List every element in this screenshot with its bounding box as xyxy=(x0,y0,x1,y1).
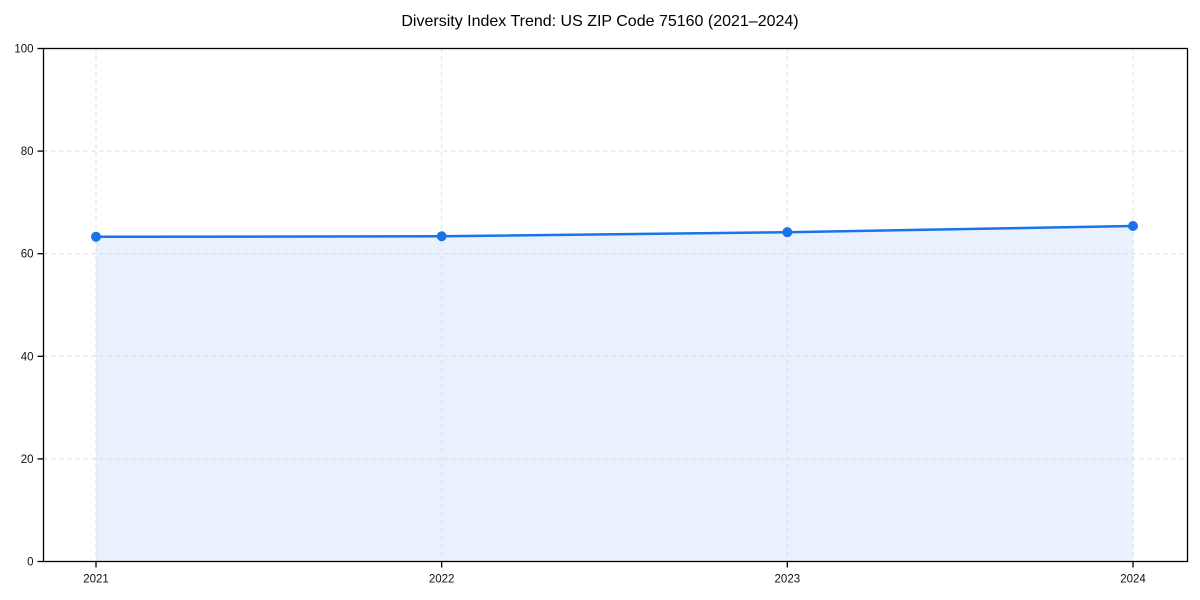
axis-labels: 0 20 40 60 80 100 2021 2022 2023 2024 xyxy=(14,44,1146,586)
axis-ticks xyxy=(37,47,1134,568)
y-axis-tick-label: 40 xyxy=(21,351,34,363)
chart-title: Diversity Index Trend: US ZIP Code 75160… xyxy=(401,13,799,30)
area-fill xyxy=(96,226,1133,562)
y-axis-tick-label: 0 xyxy=(27,557,33,569)
y-axis-tick-label: 100 xyxy=(14,44,33,56)
data-point-marker xyxy=(436,231,447,242)
x-axis-tick-label: 2024 xyxy=(1120,574,1146,586)
trend-line xyxy=(94,224,1135,239)
data-point-marker xyxy=(782,227,793,238)
x-axis-tick-label: 2023 xyxy=(775,574,801,586)
x-axis-tick-label: 2022 xyxy=(429,574,455,586)
gridlines xyxy=(43,48,1188,562)
y-axis-tick-label: 80 xyxy=(21,146,34,158)
data-point-marker xyxy=(91,231,101,242)
data-point-marker xyxy=(1128,220,1138,231)
y-axis-tick-label: 60 xyxy=(21,249,34,261)
plot-border xyxy=(42,47,1189,563)
x-axis-tick-label: 2021 xyxy=(83,574,109,586)
y-axis-tick-label: 20 xyxy=(21,454,34,466)
